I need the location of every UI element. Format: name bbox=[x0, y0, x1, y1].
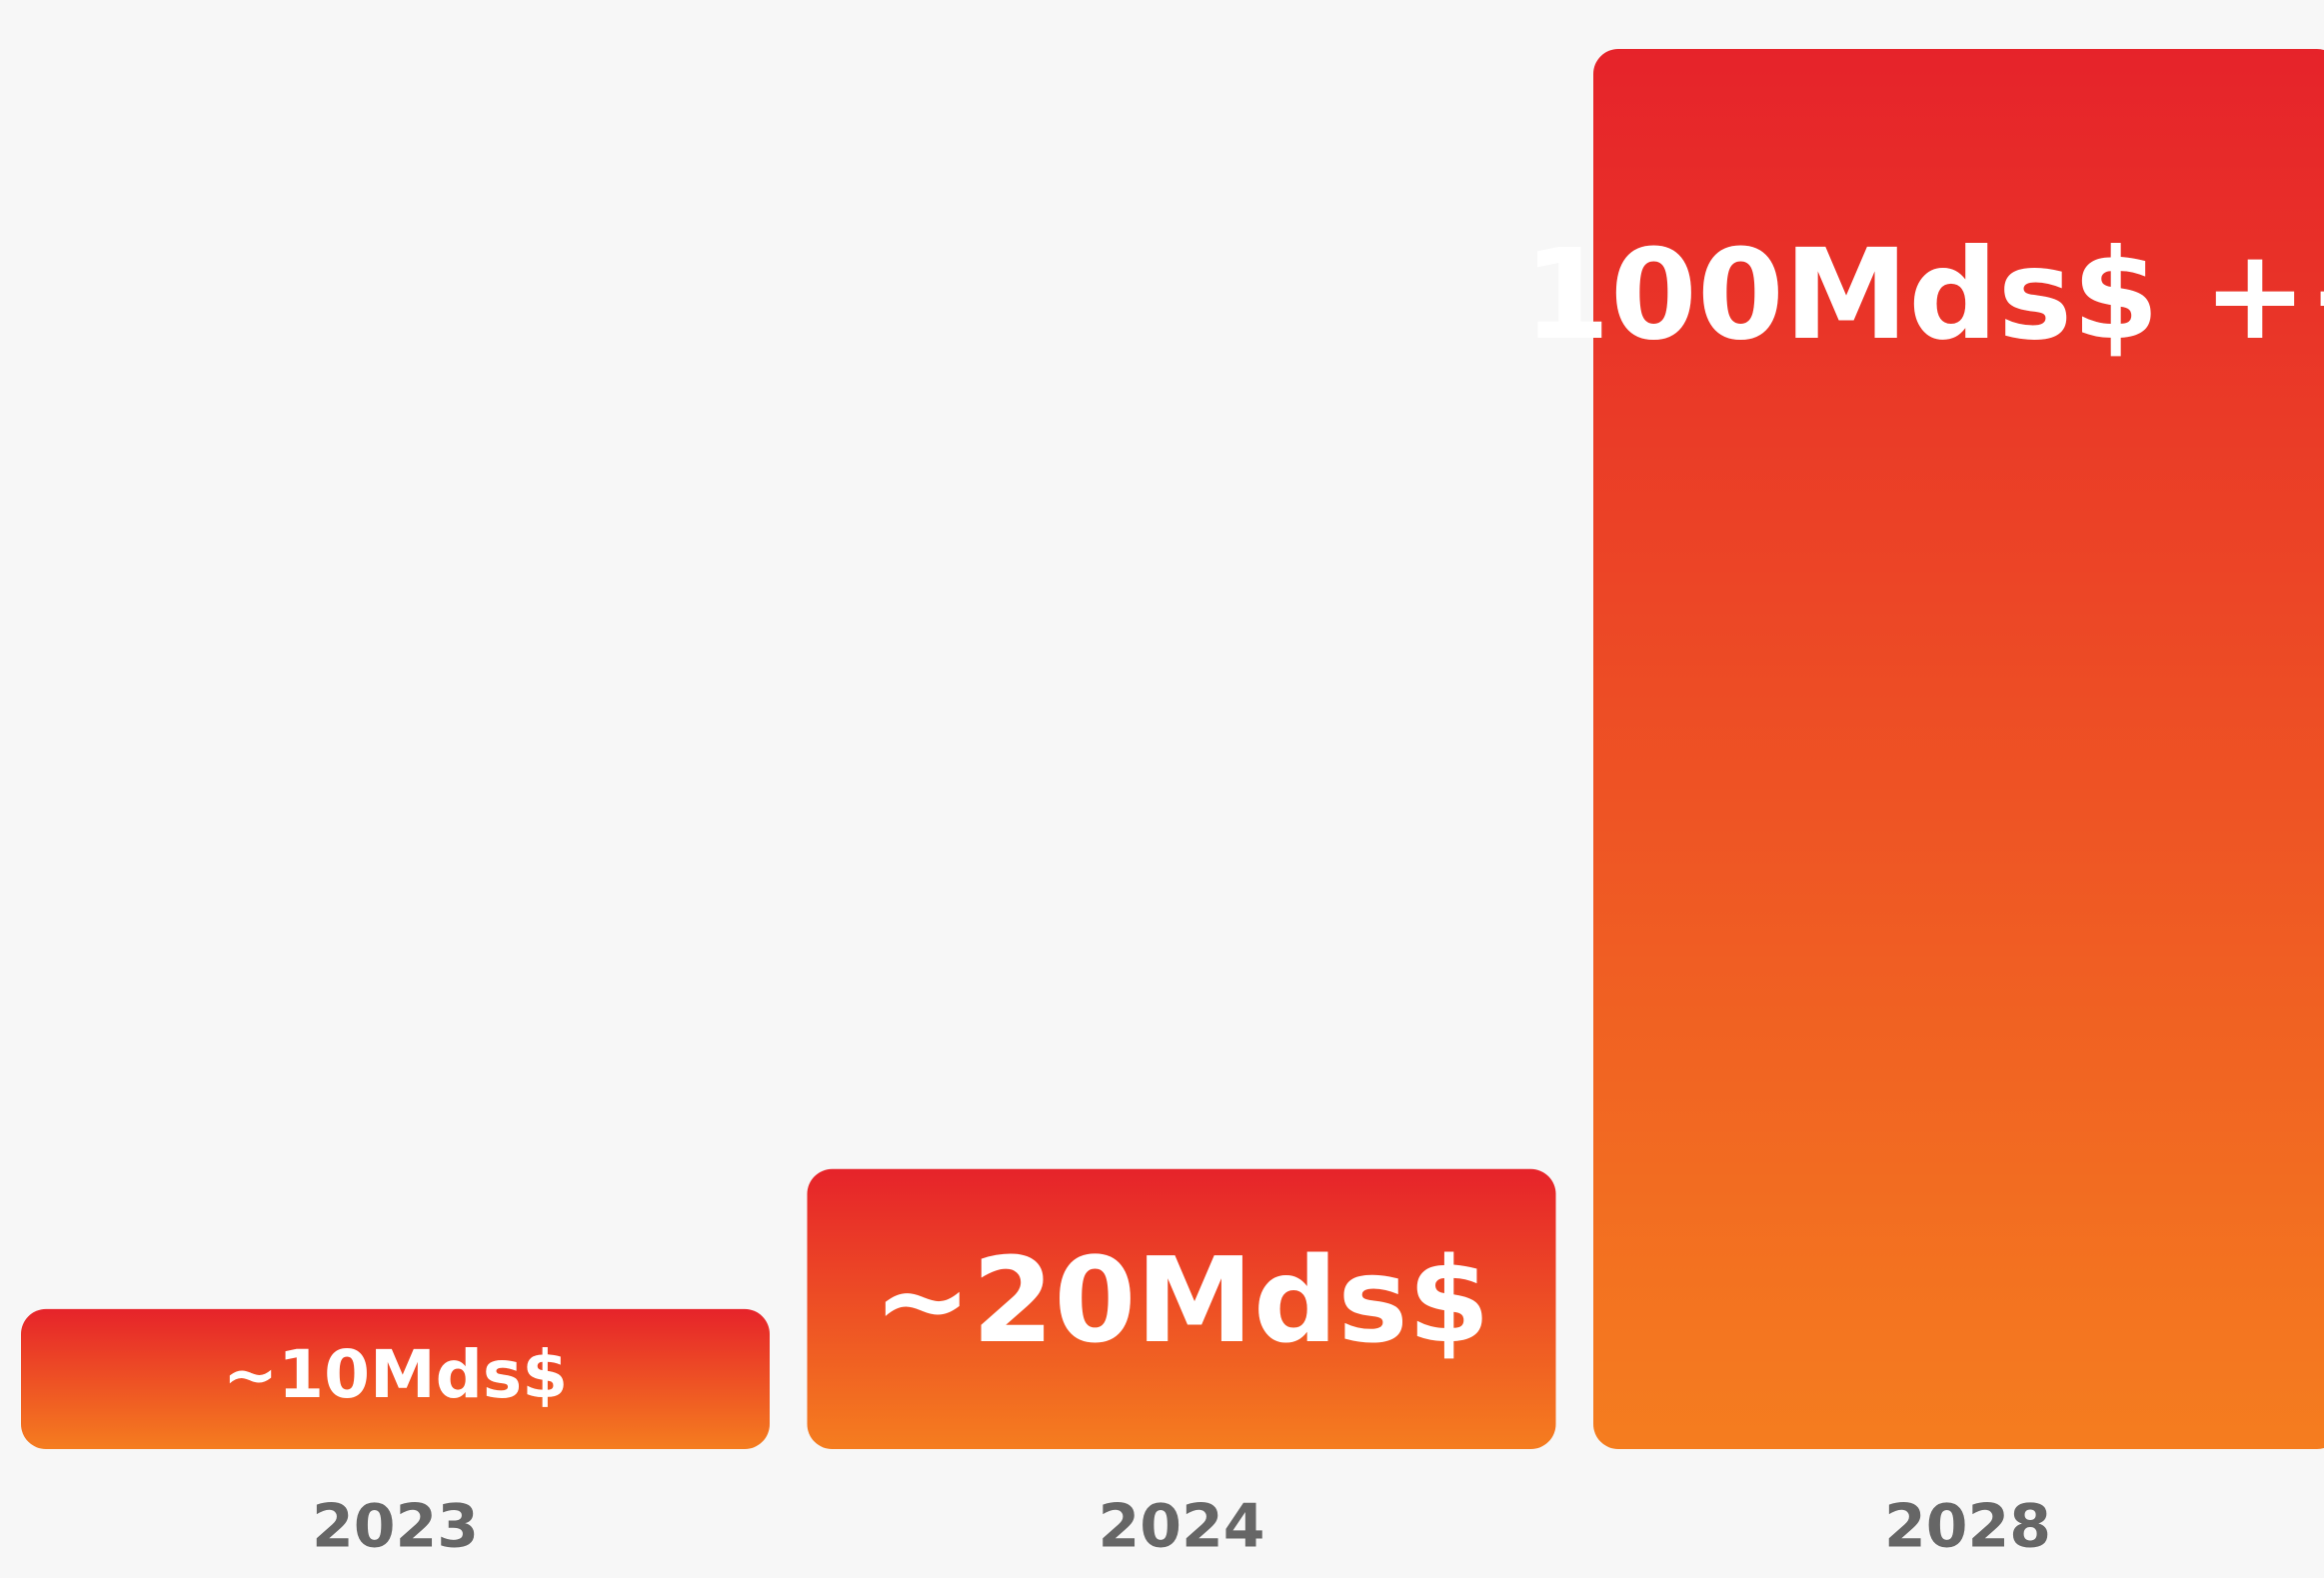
value-label: 100Mds$ ++ bbox=[1523, 223, 2324, 368]
bar bbox=[21, 1308, 770, 1449]
bar bbox=[807, 1168, 1556, 1449]
value-label: ~10Mds$ bbox=[223, 1336, 568, 1413]
x-tick-label: 2024 bbox=[1099, 1492, 1265, 1562]
x-tick-label: 2023 bbox=[312, 1492, 479, 1562]
value-label: ~20Mds$ bbox=[873, 1231, 1489, 1369]
x-tick-label: 2028 bbox=[1884, 1492, 2051, 1562]
bar bbox=[1593, 49, 2324, 1449]
